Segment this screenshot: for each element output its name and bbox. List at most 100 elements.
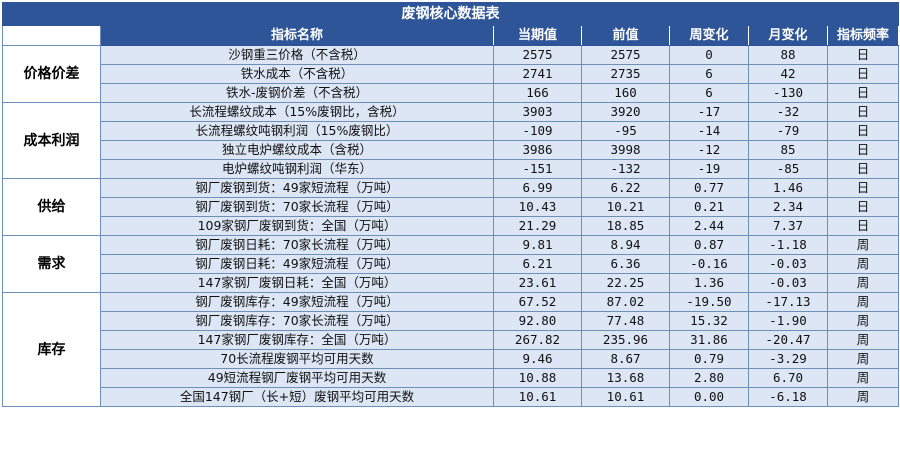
current-value-cell: 9.46 [493,349,582,369]
frequency-cell: 周 [826,254,900,274]
week-change-cell: 0.00 [669,387,749,407]
month-change-cell: 88 [748,45,828,65]
previous-value-cell: 6.22 [581,178,670,198]
month-change-cell: -1.18 [748,235,828,255]
frequency-cell: 周 [826,349,900,369]
indicator-name-cell: 147家钢厂废钢日耗：全国（万吨） [100,273,494,293]
month-change-cell: -0.03 [748,273,828,293]
frequency-cell: 周 [826,273,900,293]
week-change-cell: 2.80 [669,368,749,388]
header-indicator-name: 指标名称 [100,25,494,46]
category-cell: 库存 [2,292,101,407]
month-change-cell: -1.90 [748,311,828,331]
previous-value-cell: 2735 [581,64,670,84]
previous-value-cell: 22.25 [581,273,670,293]
indicator-name-cell: 钢厂废钢日耗：49家短流程（万吨） [100,254,494,274]
table-row: 库存 钢厂废钢库存：49家短流程（万吨） 67.52 87.02 -19.50 -17.1… [2,292,900,407]
indicator-name-cell: 钢厂废钢到货：70家长流程（万吨） [100,197,494,217]
indicator-name-cell: 147家钢厂废钢库存：全国（万吨） [100,330,494,350]
previous-value-cell: 8.67 [581,349,670,369]
indicator-name-cell: 沙钢重三价格（不含税） [100,45,494,65]
previous-value-cell: 18.85 [581,216,670,236]
previous-value-cell: 10.61 [581,387,670,407]
month-change-cell: -130 [748,83,828,103]
month-change-cell: -85 [748,159,828,179]
table-row: 钢厂废钢到货：70家长流程（万吨） 10.43 10.21 0.21 2.34 日 [3,197,900,217]
current-value-cell: 23.61 [493,273,582,293]
indicator-name-cell: 钢厂废钢库存：49家短流程（万吨） [100,292,494,312]
previous-value-cell: 10.21 [581,197,670,217]
indicator-name-cell: 钢厂废钢库存：70家长流程（万吨） [100,311,494,331]
month-change-cell: 85 [748,140,828,160]
frequency-cell: 日 [826,178,900,198]
current-value-cell: 2575 [493,45,582,65]
previous-value-cell: 160 [581,83,670,103]
table-row: 70长流程废钢平均可用天数 9.46 8.67 0.79 -3.29 周 [3,349,900,369]
current-value-cell: 2741 [493,64,582,84]
week-change-cell: 0.87 [669,235,749,255]
month-change-cell: -17.13 [748,292,828,312]
table-row: 钢厂废钢日耗：49家短流程（万吨） 6.21 6.36 -0.16 -0.03 周 [3,254,900,274]
current-value-cell: -109 [493,121,582,141]
header-row: 指标名称 当期值 前值 周变化 月变化 指标频率 [2,25,900,46]
current-value-cell: 6.21 [493,254,582,274]
category-cell: 价格价差 [2,45,101,103]
indicator-name-cell: 独立电炉螺纹成本（含税） [100,140,494,160]
table-row: 49短流程钢厂废钢平均可用天数 10.88 13.68 2.80 6.70 周 [3,368,900,388]
indicator-name-cell: 长流程螺纹成本（15%废钢比，含税） [100,102,494,122]
previous-value-cell: -132 [581,159,670,179]
frequency-cell: 周 [826,311,900,331]
week-change-cell: 2.44 [669,216,749,236]
frequency-cell: 日 [826,64,900,84]
header-blank-cell [2,25,101,46]
current-value-cell: 10.43 [493,197,582,217]
current-value-cell: 3903 [493,102,582,122]
frequency-cell: 日 [826,159,900,179]
table-row: 成本利润 长流程螺纹成本（15%废钢比，含税） 3903 3920 -17 -32 日 [2,102,900,179]
indicator-name-cell: 铁水成本（不含税） [100,64,494,84]
current-value-cell: -151 [493,159,582,179]
indicator-name-cell: 电炉螺纹吨钢利润（华东） [100,159,494,179]
frequency-cell: 日 [826,121,900,141]
current-value-cell: 67.52 [493,292,582,312]
week-change-cell: 0 [669,45,749,65]
week-change-cell: -19 [669,159,749,179]
week-change-cell: 0.21 [669,197,749,217]
category-cell: 供给 [2,178,101,236]
table-row: 价格价差 沙钢重三价格（不含税） 2575 2575 0 88 日 [2,45,900,103]
indicator-name-cell: 70长流程废钢平均可用天数 [100,349,494,369]
title-row: 废钢核心数据表 [1,2,900,26]
frequency-cell: 日 [826,102,900,122]
month-change-cell: -79 [748,121,828,141]
indicator-name-cell: 铁水-废钢价差（不含税） [100,83,494,103]
table-row: 供给 钢厂废钢到货：49家短流程（万吨） 6.99 6.22 0.77 1.46 日 [2,178,900,236]
week-change-cell: -0.16 [669,254,749,274]
frequency-cell: 日 [826,45,900,65]
indicator-name-cell: 钢厂废钢日耗：70家长流程（万吨） [100,235,494,255]
week-change-cell: -12 [669,140,749,160]
table-row: 铁水成本（不含税） 2741 2735 6 42 日 [3,64,900,84]
frequency-cell: 日 [826,216,900,236]
week-change-cell: 0.77 [669,178,749,198]
month-change-cell: 7.37 [748,216,828,236]
week-change-cell: 31.86 [669,330,749,350]
table-row: 钢厂废钢库存：70家长流程（万吨） 92.80 77.48 15.32 -1.90 周 [3,311,900,331]
week-change-cell: 1.36 [669,273,749,293]
week-change-cell: -17 [669,102,749,122]
table-row: 109家钢厂废钢到货：全国（万吨） 21.29 18.85 2.44 7.37 日 [3,216,900,236]
week-change-cell: -14 [669,121,749,141]
frequency-cell: 日 [826,197,900,217]
month-change-cell: -3.29 [748,349,828,369]
previous-value-cell: 77.48 [581,311,670,331]
previous-value-cell: 87.02 [581,292,670,312]
month-change-cell: 6.70 [748,368,828,388]
current-value-cell: 3986 [493,140,582,160]
month-change-cell: 2.34 [748,197,828,217]
indicator-name-cell: 全国147钢厂（长+短）废钢平均可用天数 [100,387,494,407]
category-cell: 需求 [2,235,101,293]
table-row: 铁水-废钢价差（不含税） 166 160 6 -130 日 [3,83,900,103]
table-row: 独立电炉螺纹成本（含税） 3986 3998 -12 85 日 [3,140,900,160]
month-change-cell: -32 [748,102,828,122]
header-current-value: 当期值 [493,25,582,46]
